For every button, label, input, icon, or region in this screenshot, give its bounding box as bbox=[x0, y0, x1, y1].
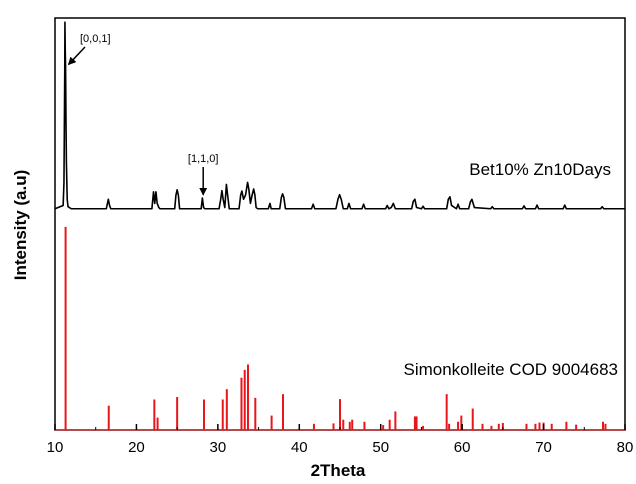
annotation-label: [1,1,0] bbox=[188, 153, 219, 165]
x-tick-label: 20 bbox=[128, 439, 145, 456]
series-label-sample: Bet10% Zn10Days bbox=[469, 160, 611, 179]
x-tick-label: 60 bbox=[454, 439, 471, 456]
series-label-reference: Simonkolleite COD 9004683 bbox=[403, 360, 618, 379]
annotations: [0,0,1] [1,1,0] bbox=[67, 33, 219, 196]
x-ticks: 10 20 30 40 50 60 70 80 bbox=[47, 424, 634, 456]
x-tick-label: 10 bbox=[47, 439, 64, 456]
x-axis-label: 2Theta bbox=[311, 461, 366, 480]
x-tick-label: 50 bbox=[372, 439, 389, 456]
x-tick-label: 70 bbox=[535, 439, 552, 456]
series-layer bbox=[54, 21, 625, 431]
x-tick-label: 40 bbox=[291, 439, 308, 456]
annotation-arrow bbox=[67, 46, 86, 66]
series-line-sample bbox=[54, 21, 625, 210]
series-sticks-reference bbox=[55, 226, 625, 431]
x-tick-label: 80 bbox=[617, 439, 634, 456]
y-axis-label: Intensity (a.u) bbox=[11, 170, 30, 281]
x-tick-label: 30 bbox=[210, 439, 227, 456]
annotation-label: [0,0,1] bbox=[80, 33, 111, 45]
